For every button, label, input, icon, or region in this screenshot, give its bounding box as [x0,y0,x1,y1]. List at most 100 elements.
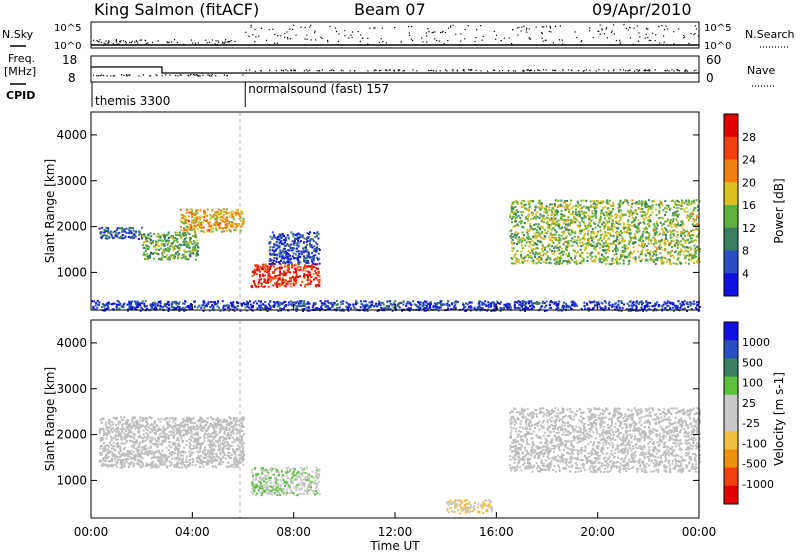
power-echo-region-4-cell [284,244,287,247]
power-echo-region-1-cell [172,237,175,240]
power-echo-region-5-cell [510,232,513,235]
power-echo-region-5-cell [690,212,692,215]
power-echo-region-5-cell [581,237,584,240]
power-echo-region-5-cell [611,227,614,230]
power-echo-region-5-cell [514,213,517,216]
power-echo-region-6-cell [571,300,574,303]
power-echo-region-3-cell [268,270,270,273]
power-echo-region-5-cell [574,241,577,244]
power-echo-region-5-cell [660,262,663,265]
power-echo-region-2-cell [233,228,236,231]
power-echo-region-5-cell [686,214,689,217]
power-echo-region-5-cell [690,240,693,243]
nsearch-point [119,41,121,43]
power-echo-region-6-cell [398,302,400,305]
power-echo-region-6-cell [508,303,511,306]
power-echo-region-5-cell [551,203,553,206]
power-echo-region-5-cell [592,244,595,247]
power-echo-region-1-cell [187,244,190,247]
power-echo-region-5-cell [510,229,513,232]
power-echo-region-3-cell [284,264,287,267]
power-echo-region-4-cell [268,241,271,244]
power-echo-region-6-cell [387,307,390,309]
power-echo-region-5-cell [554,257,557,260]
power-echo-region-6-cell [513,305,516,308]
power-echo-region-6-cell [391,309,394,312]
power-echo-region-5-cell [622,259,625,262]
power-echo-region-6-cell [518,307,521,310]
power-echo-region-5-cell [588,244,590,247]
nsearch-point [226,41,228,43]
power-echo-region-6-cell [134,308,137,311]
power-echo-region-5-cell [566,261,569,264]
power-echo-region-6-cell [257,299,260,302]
power-echo-region-5-cell [604,233,607,236]
power-echo-region-5-cell [629,232,632,235]
power-echo-region-5-cell [567,216,570,219]
power-echo-region-6-cell [140,302,143,305]
nsearch-point [105,40,107,42]
power-echo-region-5-cell [548,225,551,228]
nsearch-point [638,32,640,34]
nave-point [129,74,131,76]
power-echo-region-2-cell [194,216,197,219]
power-echo-region-6-cell [252,304,254,307]
power-echo-region-5-cell [529,228,532,230]
power-echo-region-5-cell [621,246,624,249]
power-echo-region-1-cell [186,243,189,246]
power-echo-region-4-cell [278,255,281,258]
power-echo-region-1-cell [159,239,162,242]
power-echo-region-6-cell [178,306,181,309]
cpid-label: CPID [6,89,35,102]
nave-point [625,70,627,72]
power-echo-region-2-cell [234,229,237,232]
power-echo-region-1-cell [153,233,156,235]
power-echo-region-3-cell [284,285,287,288]
power-echo-region-0-cell [99,232,102,235]
power-echo-region-6-cell [686,301,689,304]
power-echo-region-3-cell [293,283,296,286]
power-echo-region-2-cell [207,229,209,231]
velocity-scatter-points [98,407,701,515]
power-echo-region-4-cell [305,238,308,240]
power-echo-region-6-cell [302,302,305,305]
nsearch-point [104,43,106,45]
nave-point [585,69,587,71]
power-echo-region-6-cell [175,307,178,309]
nsearch-point [601,29,603,31]
power-echo-region-4-cell [287,259,290,262]
nsearch-point [667,28,669,30]
power-echo-region-2-cell [213,224,216,226]
power-echo-region-6-cell [450,308,453,311]
nave-point [275,70,277,72]
power-echo-region-1-cell [188,256,191,259]
power-echo-region-6-cell [462,304,465,307]
power-echo-region-1-cell [184,251,187,253]
nsearch-point [441,31,443,33]
nsearch-point [606,37,608,39]
power-echo-region-3-cell [292,271,295,274]
power-echo-region-6-cell [296,300,299,303]
power-echo-region-1-cell [189,255,192,258]
beam-label: Beam 07 [354,0,426,19]
power-echo-region-5-cell [608,203,611,206]
power-echo-region-1-cell [183,243,186,246]
power-echo-region-5-cell [615,238,618,241]
power-echo-region-5-cell [639,239,642,242]
power-echo-region-4-cell [303,237,306,240]
nave-point [619,69,621,71]
power-echo-region-5-cell [560,251,563,254]
power-echo-region-1-cell [183,254,186,257]
power-echo-region-5-cell [589,225,592,228]
power-echo-region-0-cell [108,236,111,239]
power-echo-region-2-cell [216,221,219,224]
power-echo-region-6-cell [433,302,436,305]
power-echo-region-2-cell [218,216,221,219]
power-echo-region-5-cell [559,238,561,240]
power-echo-region-5-cell [696,235,699,238]
power-echo-region-0-cell [105,226,108,229]
power-echo-region-5-cell [520,255,523,258]
nave-point [190,74,192,76]
power-echo-region-1-cell [188,247,191,249]
power-echo-region-5-cell [687,202,690,205]
